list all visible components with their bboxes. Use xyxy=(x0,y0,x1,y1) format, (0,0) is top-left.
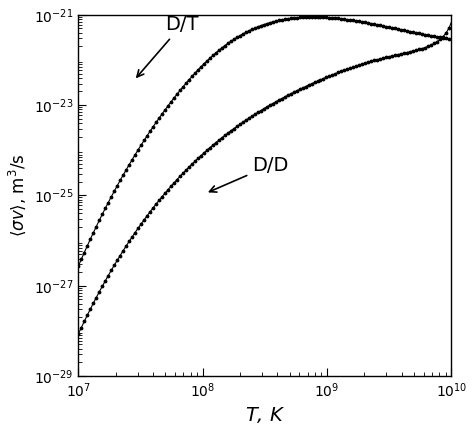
X-axis label: $T$, K: $T$, K xyxy=(245,405,285,425)
Text: D/T: D/T xyxy=(137,16,199,77)
Y-axis label: $\langle\sigma v\rangle$, m$^3$/s: $\langle\sigma v\rangle$, m$^3$/s xyxy=(7,153,28,237)
Text: D/D: D/D xyxy=(210,156,289,192)
